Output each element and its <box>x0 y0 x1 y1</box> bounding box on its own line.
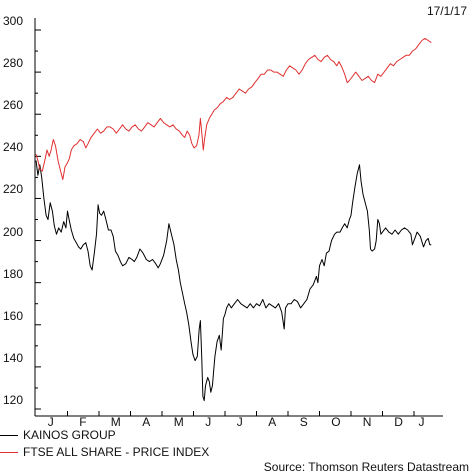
series-line-ftse <box>35 37 432 180</box>
x-tick-label: D <box>394 415 403 429</box>
y-tick-label: 140 <box>3 350 24 365</box>
x-tick-label: A <box>142 415 151 429</box>
x-tick-label: J <box>47 415 54 429</box>
x-tick-label: S <box>299 415 308 429</box>
y-tick-label: 300 <box>3 14 24 28</box>
legend-swatch-kainos <box>0 434 18 436</box>
date-stamp: 17/1/17 <box>426 4 467 18</box>
source-note: Source: Thomson Reuters Datastream <box>263 460 469 474</box>
x-tick-label: N <box>362 415 372 429</box>
x-tick-label: M <box>173 415 184 429</box>
y-tick-label: 240 <box>3 140 24 155</box>
x-tick-label: F <box>79 415 87 429</box>
y-tick-label: 160 <box>3 308 24 323</box>
y-tick-label: 220 <box>3 182 24 197</box>
x-tick-label: J <box>236 415 243 429</box>
x-tick-label: M <box>110 415 121 429</box>
legend-label-ftse: FTSE ALL SHARE - PRICE INDEX <box>23 445 210 459</box>
y-tick-label: 280 <box>3 56 24 71</box>
series-line-kainos <box>35 160 432 402</box>
legend-swatch-ftse <box>0 451 18 453</box>
y-tick-label: 260 <box>3 98 24 113</box>
legend-item-ftse: FTSE ALL SHARE - PRICE INDEX <box>0 445 209 459</box>
y-tick-label: 200 <box>3 224 24 239</box>
x-tick-label: J <box>418 415 425 429</box>
x-tick-label: J <box>205 415 212 429</box>
x-tick-label: A <box>268 415 277 429</box>
y-tick-label: 180 <box>3 266 24 281</box>
x-tick-label: O <box>331 415 341 429</box>
legend-item-kainos: KAINOS GROUP <box>0 428 116 442</box>
y-tick-label: 120 <box>3 393 24 407</box>
legend-label-kainos: KAINOS GROUP <box>23 428 116 442</box>
